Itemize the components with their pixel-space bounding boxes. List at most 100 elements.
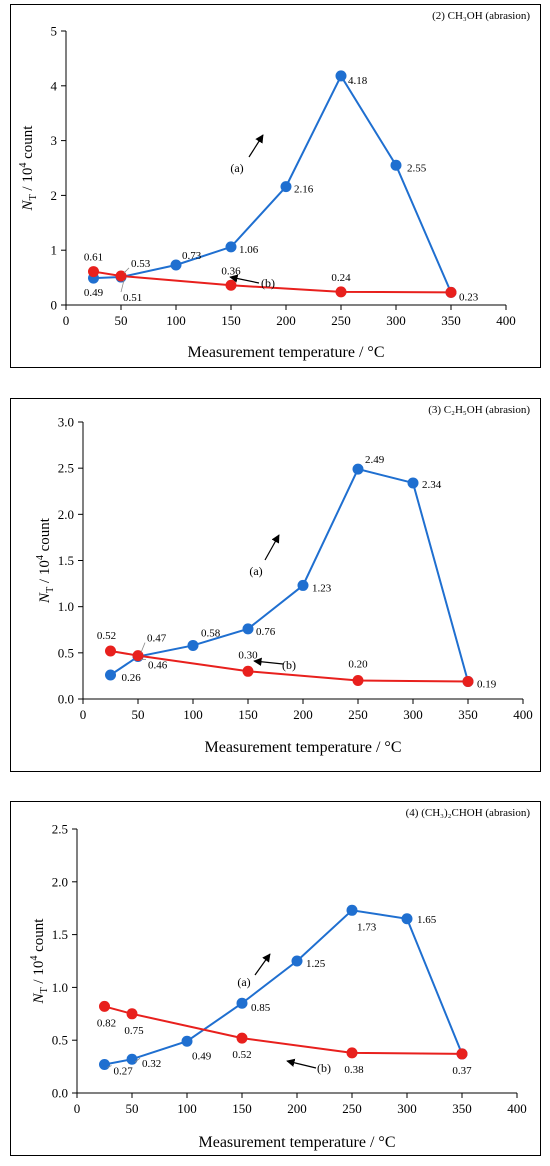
data-point-1 bbox=[445, 286, 457, 298]
annotation-a-arrow bbox=[264, 534, 280, 561]
y-tick-label: 2.5 bbox=[52, 822, 68, 837]
y-tick-label: 1.5 bbox=[52, 927, 68, 942]
x-tick-label: 400 bbox=[496, 313, 516, 328]
chart-title: (3) C₂H₅OH (abrasion) bbox=[428, 404, 530, 416]
data-point-1 bbox=[225, 279, 237, 291]
x-tick-label: 0 bbox=[80, 707, 87, 722]
data-point-0 bbox=[401, 913, 413, 925]
x-tick-label: 350 bbox=[458, 707, 478, 722]
data-point-1 bbox=[352, 675, 364, 687]
data-point-0 bbox=[236, 997, 248, 1009]
y-tick-label: 1.0 bbox=[52, 980, 68, 995]
annotation-b: (b) bbox=[261, 276, 275, 290]
x-tick-label: 350 bbox=[452, 1101, 472, 1116]
x-tick-label: 50 bbox=[132, 707, 145, 722]
x-axis-label: Measurement temperature / °C bbox=[188, 344, 385, 361]
data-label: 0.49 bbox=[192, 1050, 212, 1062]
data-label: 0.46 bbox=[148, 660, 168, 672]
data-label: 0.37 bbox=[452, 1065, 472, 1077]
chart-panel-ch3oh: (2) CH₃OH (abrasion) 0 50 100 150 200 250 300 35… bbox=[10, 4, 541, 368]
y-tick-label: 0 bbox=[51, 298, 58, 313]
y-tick-label: 4 bbox=[51, 78, 58, 93]
y-tick-label: 0.0 bbox=[58, 692, 74, 707]
y-tick-label: 1.5 bbox=[58, 553, 74, 568]
data-label: 0.36 bbox=[221, 265, 241, 277]
data-label: 1.73 bbox=[357, 921, 377, 933]
x-axis-label: Measurement temperature / °C bbox=[205, 739, 402, 756]
series-line-0 bbox=[109, 467, 469, 682]
data-label: 0.20 bbox=[348, 659, 368, 671]
data-label: 0.26 bbox=[122, 672, 142, 684]
data-label: 0.49 bbox=[84, 287, 104, 299]
x-tick-label: 100 bbox=[177, 1101, 197, 1116]
x-tick-label: 250 bbox=[331, 313, 351, 328]
data-label: 0.75 bbox=[124, 1025, 144, 1037]
data-point-1 bbox=[126, 1008, 138, 1020]
x-tick-label: 100 bbox=[166, 313, 186, 328]
x-tick-label: 0 bbox=[63, 313, 70, 328]
annotation-a: (a) bbox=[237, 975, 250, 989]
data-label: 2.16 bbox=[294, 184, 314, 196]
chart-isopropanol: (4) (CH₃)₂CHOH (abrasion) 0 50 100 150 200 250… bbox=[29, 807, 531, 1151]
chart-panel-c2h5oh: (3) C₂H₅OH (abrasion) 0 50 100 150 200 250 300 3… bbox=[10, 398, 541, 772]
data-label: 0.19 bbox=[477, 678, 497, 690]
x-tick-label: 150 bbox=[221, 313, 241, 328]
data-label: 0.82 bbox=[97, 1017, 116, 1029]
data-point-1 bbox=[335, 286, 347, 298]
chart-title: (4) (CH₃)₂CHOH (abrasion) bbox=[406, 807, 531, 819]
data-point-1 bbox=[242, 665, 254, 677]
data-label: 0.73 bbox=[182, 250, 202, 262]
data-point-0 bbox=[225, 241, 237, 253]
data-label: 0.85 bbox=[251, 1002, 271, 1014]
y-axis-label: NT / 104 count bbox=[29, 918, 50, 1005]
y-tick-label: 0.5 bbox=[52, 1033, 68, 1048]
series-line-0 bbox=[104, 909, 463, 1066]
data-point-1 bbox=[132, 650, 144, 662]
data-point-0 bbox=[242, 623, 254, 635]
annotation-a-arrow bbox=[254, 953, 271, 976]
x-tick-label: 0 bbox=[74, 1101, 81, 1116]
x-tick-label: 200 bbox=[287, 1101, 307, 1116]
data-point-0 bbox=[335, 70, 347, 82]
annotation-b-arrow bbox=[229, 274, 260, 284]
data-label: 0.52 bbox=[232, 1049, 251, 1061]
y-tick-label: 1.0 bbox=[58, 599, 74, 614]
chart-c2h5oh: (3) C₂H₅OH (abrasion) 0 50 100 150 200 250 300 3… bbox=[35, 404, 533, 756]
data-point-0 bbox=[346, 904, 358, 916]
annotation-b-arrow bbox=[286, 1058, 317, 1069]
y-tick-label: 1 bbox=[51, 243, 58, 258]
x-tick-label: 50 bbox=[126, 1101, 139, 1116]
data-label: 4.18 bbox=[348, 75, 368, 87]
data-point-0 bbox=[352, 463, 364, 475]
x-tick-label: 150 bbox=[238, 707, 258, 722]
data-label: 0.53 bbox=[131, 258, 151, 270]
data-label: 1.23 bbox=[312, 582, 332, 594]
data-label: 2.49 bbox=[365, 454, 385, 466]
annotation-a: (a) bbox=[249, 564, 262, 578]
data-point-0 bbox=[291, 955, 303, 967]
x-tick-label: 300 bbox=[403, 707, 423, 722]
x-tick-label: 250 bbox=[342, 1101, 362, 1116]
x-tick-label: 150 bbox=[232, 1101, 252, 1116]
data-point-0 bbox=[181, 1035, 193, 1047]
annotation-b: (b) bbox=[317, 1061, 331, 1075]
data-label: 1.06 bbox=[239, 244, 259, 256]
data-label: 0.24 bbox=[331, 272, 351, 284]
x-tick-label: 100 bbox=[183, 707, 203, 722]
data-point-1 bbox=[105, 645, 116, 657]
y-tick-label: 0.5 bbox=[58, 645, 74, 660]
data-point-0 bbox=[390, 159, 402, 171]
data-label: 1.25 bbox=[306, 958, 326, 970]
data-label: 0.52 bbox=[97, 630, 116, 642]
y-tick-label: 2.0 bbox=[52, 874, 68, 889]
series-line-1 bbox=[104, 1005, 463, 1055]
data-label: 1.65 bbox=[417, 914, 437, 926]
data-point-1 bbox=[236, 1032, 248, 1044]
data-point-0 bbox=[297, 579, 309, 591]
data-label: 0.38 bbox=[344, 1064, 364, 1076]
annotation-b: (b) bbox=[282, 658, 296, 672]
data-point-1 bbox=[456, 1048, 468, 1060]
label-leader-line bbox=[107, 1065, 112, 1068]
y-tick-label: 2.0 bbox=[58, 507, 74, 522]
x-axis-label: Measurement temperature / °C bbox=[199, 1134, 396, 1151]
